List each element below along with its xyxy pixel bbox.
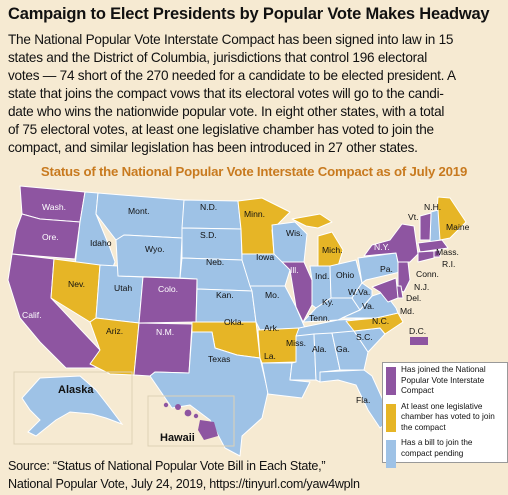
paragraph-line: state that joins the compact vows that i…: [8, 86, 444, 101]
state-wy: [115, 234, 183, 279]
label-ia: Iowa: [256, 252, 274, 262]
state-fl: [319, 369, 389, 429]
state-dc: [410, 337, 428, 345]
label-nv: Nev.: [68, 279, 85, 289]
paragraph-line: of 75 electoral votes, at least one legi…: [8, 122, 434, 137]
paragraph-line: votes — 74 short of the 270 needed for a…: [8, 68, 456, 83]
label-fl: Fla.: [356, 395, 370, 405]
label-mi: Mich.: [322, 245, 343, 255]
legend-swatch: [386, 367, 396, 395]
state-mi: [291, 213, 344, 267]
label-in: Ind.: [315, 271, 329, 281]
label-ut: Utah: [114, 283, 132, 293]
label-dc: D.C.: [409, 326, 426, 336]
state-tx: [149, 331, 269, 457]
label-sd: S.D.: [200, 230, 217, 240]
paragraph-line: states and the District of Columbia, jur…: [8, 50, 427, 65]
source-line: National Popular Vote, July 24, 2019, ht…: [8, 477, 360, 491]
state-wv: [351, 282, 373, 311]
label-al: Ala.: [312, 344, 327, 354]
label-ri: R.I.: [442, 259, 455, 269]
legend-item-one-chamber: At least one legislative chamber has vot…: [383, 400, 507, 437]
headline: Campaign to Elect Presidents by Popular …: [8, 5, 490, 23]
label-nc: N.C.: [372, 316, 389, 326]
state-nh: [429, 209, 441, 243]
label-mo: Mo.: [265, 290, 279, 300]
hawaii-inset-frame: [147, 395, 235, 447]
label-me: Maine: [446, 222, 470, 232]
label-nh: N.H.: [424, 202, 441, 212]
intro-paragraph: The National Popular Vote Interstate Com…: [8, 31, 504, 157]
state-ct: [417, 250, 435, 263]
label-ca: Calif.: [22, 310, 42, 320]
label-az: Ariz.: [106, 326, 123, 336]
label-la: La.: [264, 351, 276, 361]
label-ky: Ky.: [322, 297, 334, 307]
map-title: Status of the National Popular Vote Inte…: [40, 164, 468, 179]
label-ms: Miss.: [286, 338, 306, 348]
state-ga: [331, 330, 369, 371]
source-line: Source: “Status of National Popular Vote…: [8, 459, 326, 473]
paragraph-line: compact, and similar legislation has bee…: [8, 140, 418, 155]
label-tn: Tenn.: [309, 313, 330, 323]
label-oh: Ohio: [336, 270, 354, 280]
label-ma: Mass.: [436, 247, 459, 257]
label-ar: Ark.: [264, 323, 279, 333]
paragraph-line: The National Popular Vote Interstate Com…: [8, 32, 454, 47]
label-ne: Neb.: [206, 257, 224, 267]
label-ct: Conn.: [416, 269, 439, 279]
label-hi: Hawaii: [160, 432, 195, 444]
label-ny: N.Y.: [374, 242, 390, 252]
state-ak: [21, 375, 124, 437]
state-nj: [397, 261, 411, 293]
state-hi: [163, 402, 218, 440]
legend-label: At least one legislative chamber has vot…: [401, 401, 495, 432]
label-mn: Minn.: [244, 209, 265, 219]
legend-label: Has joined the National Popular Vote Int…: [401, 365, 486, 395]
label-id: Idaho: [90, 238, 112, 248]
legend-item-joined: Has joined the National Popular Vote Int…: [383, 363, 507, 400]
label-ks: Kan.: [216, 290, 234, 300]
state-ny: [363, 223, 419, 263]
label-il: Ill.: [290, 265, 299, 275]
label-nj: N.J.: [414, 282, 429, 292]
paragraph-line: date who wins the nationwide popular vot…: [8, 104, 445, 119]
legend-swatch: [386, 403, 396, 432]
label-pa: Pa.: [380, 264, 393, 274]
label-or: Ore.: [42, 232, 59, 242]
label-vt: Vt.: [408, 212, 419, 222]
label-ga: Ga.: [336, 344, 350, 354]
state-vt: [419, 212, 432, 241]
state-mt: [95, 192, 185, 241]
label-nd: N.D.: [200, 202, 217, 212]
legend-label: Has a bill to join the compact pending: [401, 438, 473, 458]
label-sc: S.C.: [356, 332, 373, 342]
label-tx: Texas: [208, 354, 230, 364]
state-or: [11, 213, 81, 260]
legend-item-bill-pending: Has a bill to join the compact pending: [383, 436, 507, 468]
label-wi: Wis.: [286, 228, 303, 238]
label-va: Va.: [362, 301, 374, 311]
label-wy: Wyo.: [145, 244, 165, 254]
label-de: Del.: [406, 293, 421, 303]
state-ma: [417, 239, 449, 253]
alaska-inset-frame: [13, 371, 133, 445]
state-md: [371, 277, 399, 303]
label-wv: W.Va.: [348, 287, 370, 297]
label-ok: Okla.: [224, 317, 244, 327]
label-wa: Wash.: [42, 202, 66, 212]
state-il: [281, 261, 313, 323]
label-ak: Alaska: [58, 384, 94, 396]
source-citation: Source: “Status of National Popular Vote…: [8, 457, 360, 493]
label-co: Colo.: [158, 284, 178, 294]
label-mt: Mont.: [128, 206, 150, 216]
label-md: Md.: [400, 306, 414, 316]
legend: Has joined the National Popular Vote Int…: [382, 362, 508, 468]
label-nm: N.M.: [156, 327, 174, 337]
legend-swatch: [386, 440, 396, 468]
